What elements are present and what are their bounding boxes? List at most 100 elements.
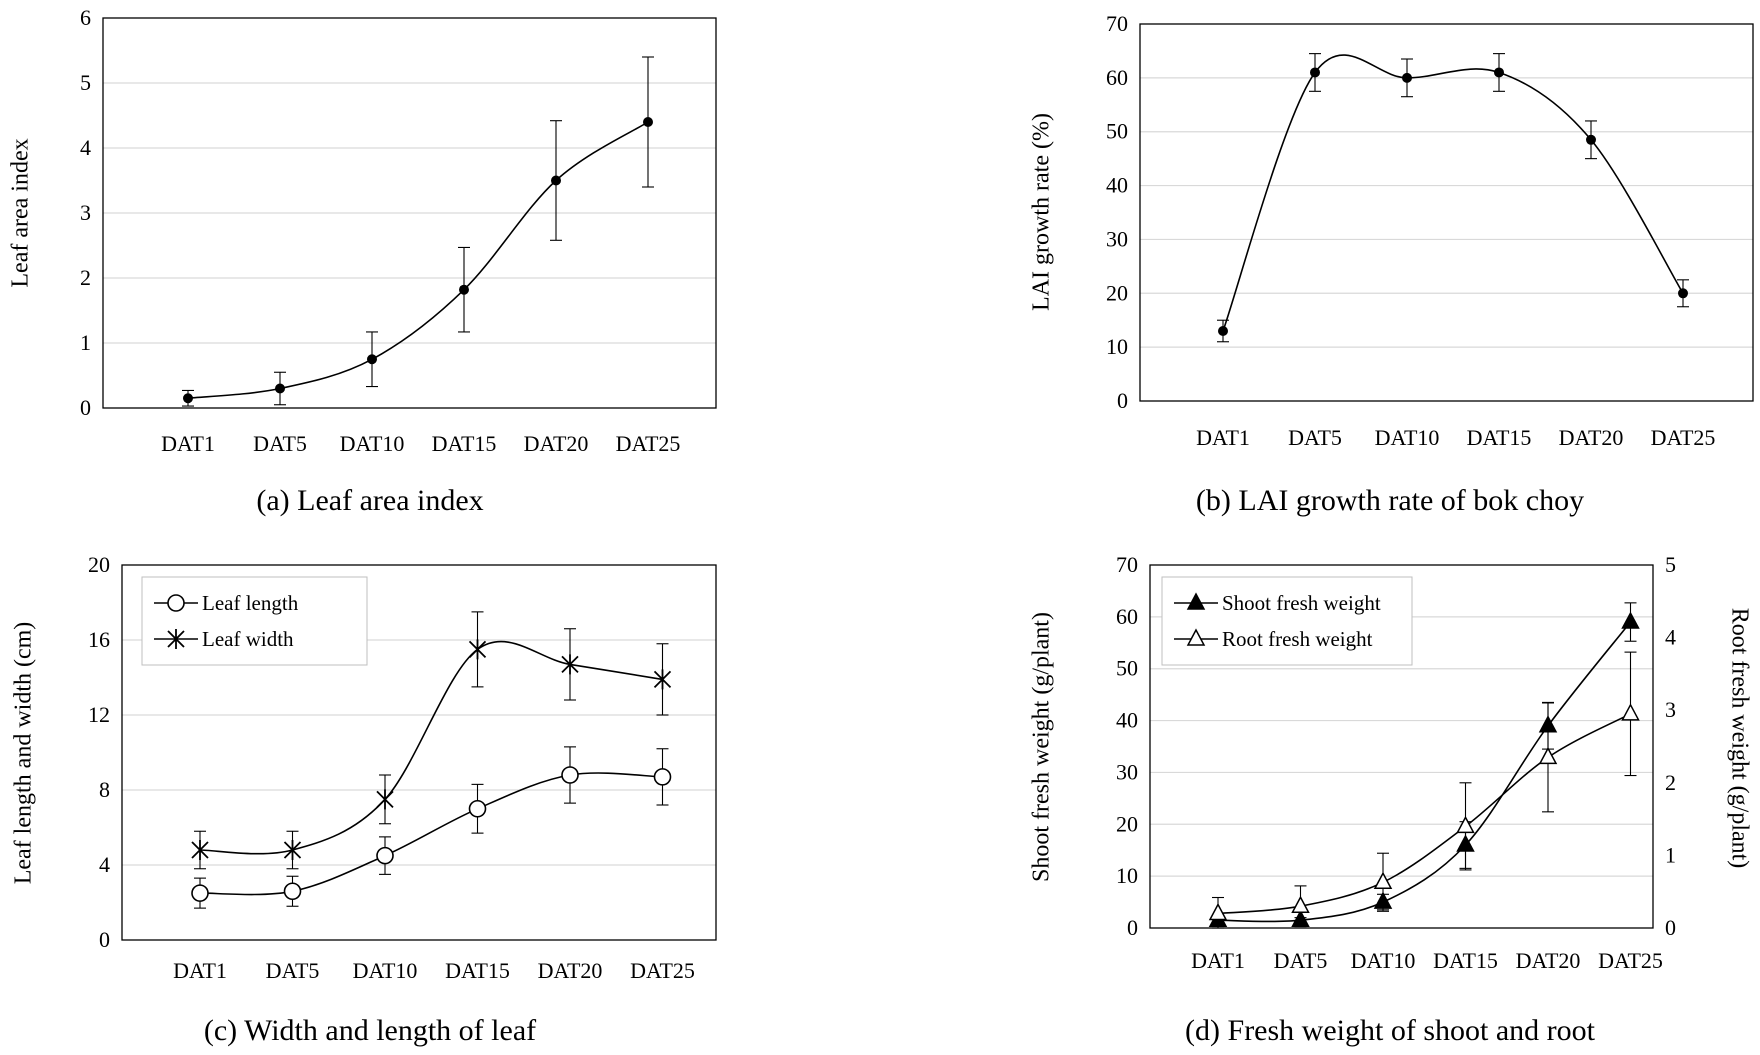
chart-a: 0 1 2 3 4 5 6 DAT1 DAT5 DAT10 DAT15 DAT20 DAT25 Leaf … — [8, 5, 717, 517]
data-point — [1402, 72, 1412, 83]
data-point — [653, 669, 672, 690]
data-point — [1538, 746, 1558, 765]
y-right-tick-label: 1 — [1665, 842, 1676, 867]
data-point — [376, 846, 394, 865]
data-point — [1208, 902, 1228, 921]
data-point — [1218, 325, 1228, 336]
y-tick-label: 60 — [1116, 604, 1138, 629]
y-tick-label: 70 — [1106, 11, 1128, 36]
x-tick-label: DAT20 — [1516, 948, 1581, 973]
data-point — [283, 882, 302, 901]
data-point — [561, 654, 579, 675]
x-tick-label: DAT20 — [1559, 425, 1624, 450]
data-point — [468, 639, 487, 660]
y-tick-label: 5 — [80, 70, 91, 95]
y-right-tick-label: 5 — [1665, 552, 1676, 577]
legend: Shoot fresh weight Root fresh weight — [1161, 576, 1413, 666]
x-tick-label: DAT1 — [1191, 948, 1245, 973]
data-point — [1621, 703, 1640, 721]
y-right-tick-label: 4 — [1665, 625, 1676, 650]
data-point — [367, 354, 377, 365]
legend-marker — [1186, 592, 1206, 610]
plot-area — [1149, 564, 1654, 929]
data-point — [191, 884, 209, 902]
legend-box — [1161, 576, 1413, 666]
series-line — [1222, 54, 1684, 332]
chart-d: 0 10 20 30 40 50 60 70 0 1 2 3 4 5 DAT1 DAT5 DAT10 DAT15 D… — [1029, 552, 1753, 1047]
data-point — [1291, 895, 1310, 913]
series-line — [1217, 713, 1631, 915]
data-point — [376, 789, 394, 810]
panel-caption: (a) Leaf area index — [256, 484, 483, 517]
y-tick-label: 20 — [1106, 280, 1128, 305]
plot-area — [1139, 23, 1754, 402]
y-tick-label: 6 — [80, 5, 91, 30]
y-tick-label: 20 — [1116, 811, 1138, 836]
legend-marker — [167, 594, 185, 612]
y-tick-label: 10 — [1106, 334, 1128, 359]
y-tick-label: 4 — [99, 852, 110, 877]
data-point — [643, 117, 653, 127]
y-axis-label: Leaf area index — [8, 138, 34, 287]
x-tick-label: DAT10 — [1351, 948, 1416, 973]
legend-label: Root fresh weight — [1222, 627, 1373, 651]
x-tick-label: DAT25 — [630, 958, 695, 983]
panel-caption: (b) LAI growth rate of bok choy — [1196, 484, 1584, 517]
series-0 — [1217, 53, 1689, 343]
y-tick-label: 1 — [80, 330, 91, 355]
y-tick-label: 50 — [1106, 119, 1128, 144]
y-tick-label: 8 — [99, 777, 110, 802]
panel-caption: (d) Fresh weight of shoot and root — [1185, 1014, 1596, 1047]
panel-caption: (c) Width and length of leaf — [204, 1014, 536, 1047]
y-tick-label: 30 — [1106, 226, 1128, 251]
legend-label: Shoot fresh weight — [1222, 591, 1381, 615]
y-tick-label: 10 — [1116, 863, 1138, 888]
data-point — [551, 175, 561, 186]
plot-area — [102, 17, 717, 409]
x-tick-label: DAT5 — [1288, 425, 1342, 450]
legend: Leaf length Leaf width — [141, 576, 368, 666]
x-tick-label: DAT1 — [173, 958, 227, 983]
legend-label: Leaf length — [202, 591, 299, 615]
chart-b: 0 10 20 30 40 50 60 70 DAT1 DAT5 DAT10 DAT15 DAT20 DA… — [1029, 11, 1754, 517]
series-root-fresh-weight — [1208, 651, 1640, 929]
data-point — [459, 284, 469, 295]
y-tick-label: 40 — [1106, 173, 1128, 198]
chart-c: 0 4 8 12 16 20 DAT1 DAT5 DAT10 DAT15 DAT20 DAT25 Lea… — [11, 552, 717, 1047]
x-tick-label: DAT5 — [253, 431, 307, 456]
y-tick-label: 20 — [88, 552, 110, 577]
x-tick-label: DAT1 — [1196, 425, 1250, 450]
legend-label: Leaf width — [202, 627, 294, 651]
series-leaf-length — [191, 746, 672, 909]
y-tick-label: 60 — [1106, 65, 1128, 90]
y-tick-label: 70 — [1116, 552, 1138, 577]
data-point — [1456, 815, 1475, 834]
y-tick-label: 0 — [1117, 388, 1128, 413]
y-right-axis-label: Root fresh weight (g/plant) — [1726, 608, 1752, 869]
x-tick-label: DAT5 — [266, 958, 320, 983]
y-tick-label: 30 — [1116, 759, 1138, 784]
y-tick-label: 16 — [88, 627, 110, 652]
y-axis-label: LAI growth rate (%) — [1029, 113, 1055, 311]
data-point — [183, 393, 193, 404]
series-line — [187, 121, 649, 400]
x-tick-label: DAT25 — [1651, 425, 1716, 450]
y-tick-label: 0 — [80, 395, 91, 420]
data-point — [653, 768, 672, 786]
data-point — [1586, 134, 1596, 145]
y-tick-label: 4 — [80, 135, 91, 160]
data-point — [191, 840, 209, 860]
series-line — [199, 640, 663, 855]
x-tick-label: DAT15 — [432, 431, 497, 456]
x-tick-label: DAT15 — [1433, 948, 1498, 973]
x-tick-label: DAT20 — [538, 958, 603, 983]
x-tick-label: DAT10 — [340, 431, 405, 456]
y-right-tick-label: 3 — [1665, 697, 1676, 722]
y-tick-label: 12 — [88, 702, 110, 727]
data-point — [1373, 871, 1393, 890]
x-tick-label: DAT5 — [1274, 948, 1328, 973]
x-tick-label: DAT1 — [161, 431, 215, 456]
legend-marker — [1186, 628, 1206, 646]
x-tick-label: DAT25 — [616, 431, 681, 456]
